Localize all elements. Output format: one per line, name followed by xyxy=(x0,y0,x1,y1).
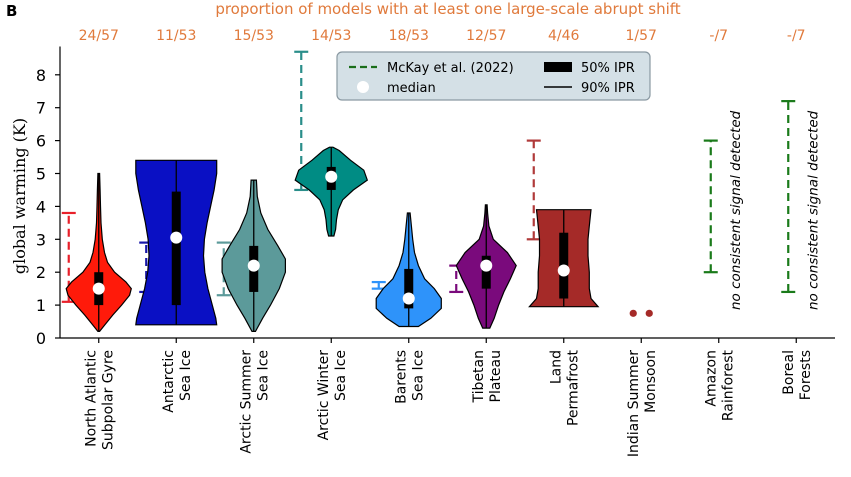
y-axis-label: global warming (K) xyxy=(10,118,29,274)
median-dot xyxy=(480,259,493,272)
x-tick-label-line: Arctic Summer xyxy=(238,350,254,454)
x-tick-label-line: Boreal xyxy=(781,350,797,395)
proportion-label: 4/46 xyxy=(548,28,580,44)
median-dot xyxy=(170,231,183,244)
y-axis: 0 1 2 3 4 5 6 7 8 xyxy=(36,46,61,348)
y-tick-label: 1 xyxy=(36,296,46,315)
y-tick-label: 5 xyxy=(36,165,46,184)
chart-title: proportion of models with at least one l… xyxy=(215,0,680,18)
x-tick-label: Land Permafrost xyxy=(548,349,581,426)
x-tick-label-line: Forests xyxy=(798,350,814,400)
x-tick-label: Antarctic Sea Ice xyxy=(161,350,194,413)
legend-label: 90% IPR xyxy=(581,81,635,96)
x-tick-label-line: Plateau xyxy=(488,350,504,402)
proportion-label: -/7 xyxy=(787,28,806,44)
x-tick-label: Arctic Winter Sea Ice xyxy=(316,350,349,441)
x-tick-label-line: Rainforest xyxy=(720,349,736,421)
panel-letter: B xyxy=(6,2,17,20)
x-tick-label: North Atlantic Subpolar Gyre xyxy=(83,350,116,450)
legend-label: 50% IPR xyxy=(581,61,635,76)
y-tick-label: 3 xyxy=(36,230,46,249)
y-tick-label: 4 xyxy=(36,197,46,216)
no-signal-note: no consistent signal detected xyxy=(728,110,744,310)
data-point xyxy=(645,309,653,317)
y-tick-label: 0 xyxy=(36,329,46,348)
legend-label: McKay et al. (2022) xyxy=(387,61,514,76)
proportion-label: 15/53 xyxy=(234,28,274,44)
data-point xyxy=(629,309,637,317)
x-tick-label-line: Land xyxy=(548,350,564,384)
x-tick-label-line: Sea Ice xyxy=(255,350,271,401)
x-tick-label: Arctic Summer Sea Ice xyxy=(238,350,271,454)
median-dot xyxy=(92,282,105,295)
x-tick-label-line: Tibetan xyxy=(471,350,487,403)
median-dot xyxy=(557,264,570,277)
legend: McKay et al. (2022) 50% IPR median 90% IPR xyxy=(336,51,651,101)
x-tick-label-line: Sea Ice xyxy=(333,350,349,401)
x-tick-label-line: Subpolar Gyre xyxy=(100,350,116,450)
x-tick-label-line: Permafrost xyxy=(565,349,581,426)
x-tick-label-line: North Atlantic xyxy=(83,350,99,447)
plot-marks: no consistent signal detected no consiste… xyxy=(61,50,821,332)
proportion-label: 11/53 xyxy=(156,28,196,44)
median-dot xyxy=(325,170,338,183)
iqr-bar xyxy=(481,255,491,289)
x-tick-label-line: Sea Ice xyxy=(178,350,194,401)
proportion-labels: 24/57 11/53 15/53 14/53 18/53 12/57 4/46 1/57 -/… xyxy=(79,28,806,44)
x-tick-label: Indian Summer Monsoon xyxy=(626,350,659,457)
median-dot xyxy=(402,292,415,305)
y-tick-label: 6 xyxy=(36,132,46,151)
y-tick-label: 2 xyxy=(36,263,46,282)
x-tick-label-line: Arctic Winter xyxy=(316,350,332,441)
median-dot xyxy=(247,259,260,272)
x-tick-label: Amazon Rainforest xyxy=(703,349,736,421)
x-tick-label: Boreal Forests xyxy=(781,350,814,400)
legend-bar-swatch xyxy=(544,62,572,72)
x-tick-label-line: Monsoon xyxy=(643,350,659,413)
x-axis: North Atlantic Subpolar Gyre Antarctic Sea … xyxy=(60,337,835,457)
y-tick-label: 8 xyxy=(36,66,46,85)
x-tick-label-line: Barents xyxy=(393,350,409,404)
iqr-bar xyxy=(404,268,414,309)
x-tick-label-line: Sea Ice xyxy=(410,350,426,401)
proportion-label: -/7 xyxy=(709,28,728,44)
iqr-bar xyxy=(171,191,181,306)
no-signal-note: no consistent signal detected xyxy=(805,110,821,310)
proportion-label: 1/57 xyxy=(626,28,657,44)
y-tick-label: 7 xyxy=(36,99,46,118)
x-tick-label: Tibetan Plateau xyxy=(471,350,504,403)
x-tick-label-line: Indian Summer xyxy=(626,350,642,457)
proportion-label: 12/57 xyxy=(466,28,506,44)
x-tick-label-line: Antarctic xyxy=(161,350,177,413)
proportion-label: 24/57 xyxy=(79,28,119,44)
legend-dot-swatch xyxy=(357,81,369,93)
legend-label: median xyxy=(387,81,436,96)
proportion-label: 18/53 xyxy=(389,28,429,44)
x-tick-label: Barents Sea Ice xyxy=(393,350,426,404)
x-tick-label-line: Amazon xyxy=(703,350,719,407)
proportion-label: 14/53 xyxy=(311,28,351,44)
